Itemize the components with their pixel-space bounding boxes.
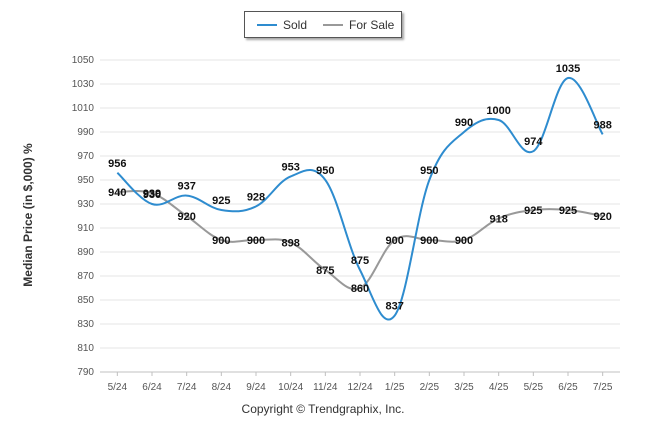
data-label-sold: 956	[108, 158, 126, 170]
x-tick-label: 6/25	[558, 382, 578, 393]
y-tick-label: 990	[77, 127, 94, 138]
data-label-for-sale: 925	[559, 205, 577, 217]
x-tick-label: 7/25	[593, 382, 613, 393]
x-tick-label: 5/25	[524, 382, 544, 393]
y-tick-label: 810	[77, 343, 94, 354]
data-label-for-sale: 900	[212, 235, 230, 247]
x-tick-label: 4/25	[489, 382, 509, 393]
legend-item-sold[interactable]: Sold	[257, 18, 307, 32]
data-label-for-sale: 939	[143, 188, 161, 200]
legend-label-for-sale: For Sale	[349, 18, 395, 32]
data-label-sold: 953	[281, 161, 299, 173]
x-tick-label: 2/25	[420, 382, 440, 393]
y-tick-label: 830	[77, 319, 94, 330]
legend-item-for-sale[interactable]: For Sale	[323, 18, 394, 32]
x-tick-label: 1/25	[385, 382, 405, 393]
data-label-for-sale: 898	[281, 237, 299, 249]
data-label-sold: 925	[212, 195, 230, 207]
data-label-sold: 875	[351, 255, 369, 267]
data-label-sold: 990	[455, 117, 473, 129]
data-label-for-sale: 900	[247, 235, 265, 247]
x-tick-label: 8/24	[212, 382, 232, 393]
data-label-for-sale: 918	[489, 213, 507, 225]
data-label-for-sale: 875	[316, 265, 334, 277]
x-tick-label: 12/24	[347, 382, 372, 393]
data-label-for-sale: 860	[351, 283, 369, 295]
y-tick-label: 1010	[72, 103, 95, 114]
data-label-sold: 1035	[556, 63, 580, 75]
data-label-sold: 937	[177, 181, 195, 193]
y-tick-label: 910	[77, 223, 94, 234]
data-label-sold: 950	[316, 165, 334, 177]
series-line-for-sale	[117, 189, 603, 291]
data-label-sold: 950	[420, 165, 438, 177]
data-label-for-sale: 925	[524, 205, 542, 217]
x-tick-label: 7/24	[177, 382, 197, 393]
x-tick-label: 9/24	[246, 382, 266, 393]
data-label-sold: 1000	[486, 105, 510, 117]
y-tick-label: 970	[77, 151, 94, 162]
legend-swatch-for-sale	[323, 24, 343, 26]
x-tick-label: 11/24	[313, 382, 338, 393]
y-tick-label: 890	[77, 247, 94, 258]
data-label-for-sale: 900	[385, 235, 403, 247]
data-label-for-sale: 900	[455, 235, 473, 247]
series-line-sold	[116, 77, 604, 321]
y-tick-label: 950	[77, 175, 94, 186]
x-tick-label: 6/24	[142, 382, 162, 393]
legend-label-sold: Sold	[283, 18, 308, 32]
y-tick-label: 930	[77, 199, 94, 210]
data-label-sold: 930	[143, 189, 161, 201]
x-tick-label: 10/24	[278, 382, 303, 393]
legend: Sold For Sale	[244, 11, 402, 38]
data-label-for-sale: 920	[593, 211, 611, 223]
data-label-sold: 988	[593, 119, 611, 131]
y-tick-label: 1050	[72, 55, 95, 66]
data-label-for-sale: 940	[108, 187, 126, 199]
x-tick-label: 5/24	[108, 382, 128, 393]
data-label-for-sale: 900	[420, 235, 438, 247]
y-tick-label: 790	[77, 367, 94, 378]
data-label-sold: 974	[524, 136, 543, 148]
data-label-sold: 928	[247, 191, 265, 203]
data-label-for-sale: 920	[177, 211, 195, 223]
y-tick-label: 1030	[72, 79, 95, 90]
copyright-text: Copyright © Trendgraphix, Inc.	[241, 402, 405, 416]
y-tick-label: 870	[77, 271, 94, 282]
y-axis-label: Median Price (in $,000) %	[21, 143, 35, 287]
data-label-sold: 837	[385, 301, 403, 313]
x-tick-label: 3/25	[454, 382, 474, 393]
y-tick-label: 850	[77, 295, 94, 306]
legend-swatch-sold	[257, 24, 277, 26]
